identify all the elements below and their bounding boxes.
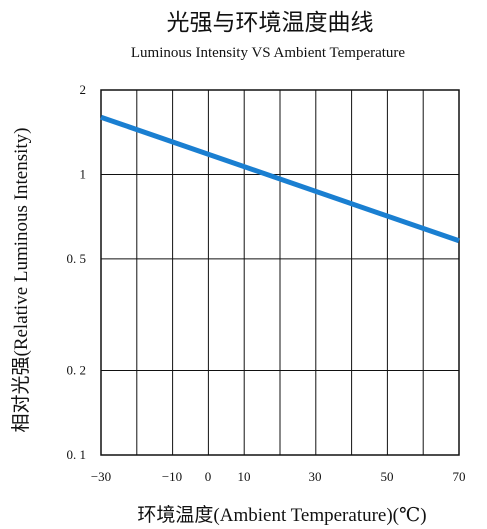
y-tick-label: 2 [80,82,87,97]
y-axis-label: 相对光强(Relative Luminous Intensity) [10,127,32,432]
plot-frame [100,89,460,456]
x-tick-label: 30 [309,469,322,484]
x-tick-label: 70 [453,469,466,484]
chart-title: 光强与环境温度曲线 [167,10,374,35]
y-tick-label: 1 [80,166,87,181]
y-tick-label: 0. 5 [67,251,87,266]
series-layer [100,114,460,244]
x-tick-label: 0 [205,469,212,484]
chart-subtitle: Luminous Intensity VS Ambient Temperatur… [131,45,406,61]
x-tick-label: 50 [381,469,394,484]
x-axis-label: 环境温度(Ambient Temperature)(℃) [137,504,426,526]
y-tick-label: 0. 2 [67,363,87,378]
x-tick-label: −30 [91,469,111,484]
x-tick-labels: −30 −10 0 10 30 50 70 [91,469,466,484]
series-line [100,114,460,244]
grid [101,90,459,455]
x-tick-label: 10 [238,469,251,484]
y-tick-labels: 0. 1 0. 2 0. 5 1 2 [67,82,87,462]
y-tick-label: 0. 1 [67,447,87,462]
x-tick-label: −10 [162,469,182,484]
